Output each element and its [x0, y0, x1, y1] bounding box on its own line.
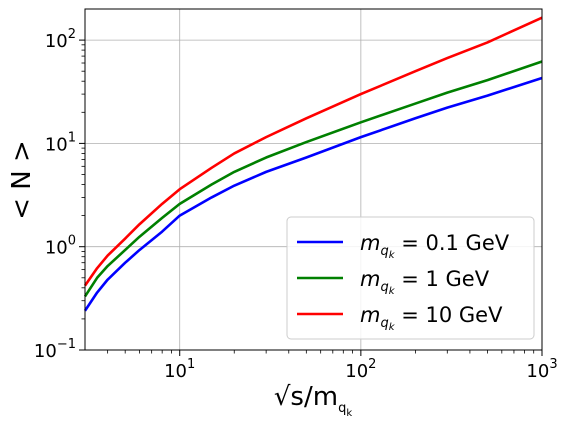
y-tick-label: 101	[45, 130, 76, 155]
x-tick-label: 101	[164, 357, 195, 382]
plot-frame	[84, 8, 543, 351]
series-line-2	[83, 60, 543, 298]
y-tick-label: 100	[45, 234, 76, 259]
y-tick-label: 10−1	[34, 337, 76, 362]
legend-box	[286, 216, 535, 340]
series-line-3	[83, 16, 543, 287]
legend-label-1: mqk = 0.1 GeV	[360, 231, 510, 261]
y-axis-ticks: 10−1 100 101 102	[34, 27, 85, 362]
legend: mqk = 0.1 GeV mqk = 1 GeV mqk = 10 GeV	[286, 216, 535, 340]
legend-label-3: mqk = 10 GeV	[360, 303, 503, 333]
y-axis-label: < N >	[7, 140, 37, 220]
series-lines	[83, 16, 543, 312]
series-line-1	[83, 76, 543, 312]
x-axis-label: √s/mqk	[274, 382, 352, 419]
legend-label-2: mqk = 1 GeV	[360, 267, 490, 297]
x-tick-label: 103	[526, 357, 557, 382]
x-tick-label: 102	[345, 357, 376, 382]
y-tick-label: 102	[45, 27, 76, 52]
x-axis-ticks: 101 102 103	[107, 350, 558, 382]
